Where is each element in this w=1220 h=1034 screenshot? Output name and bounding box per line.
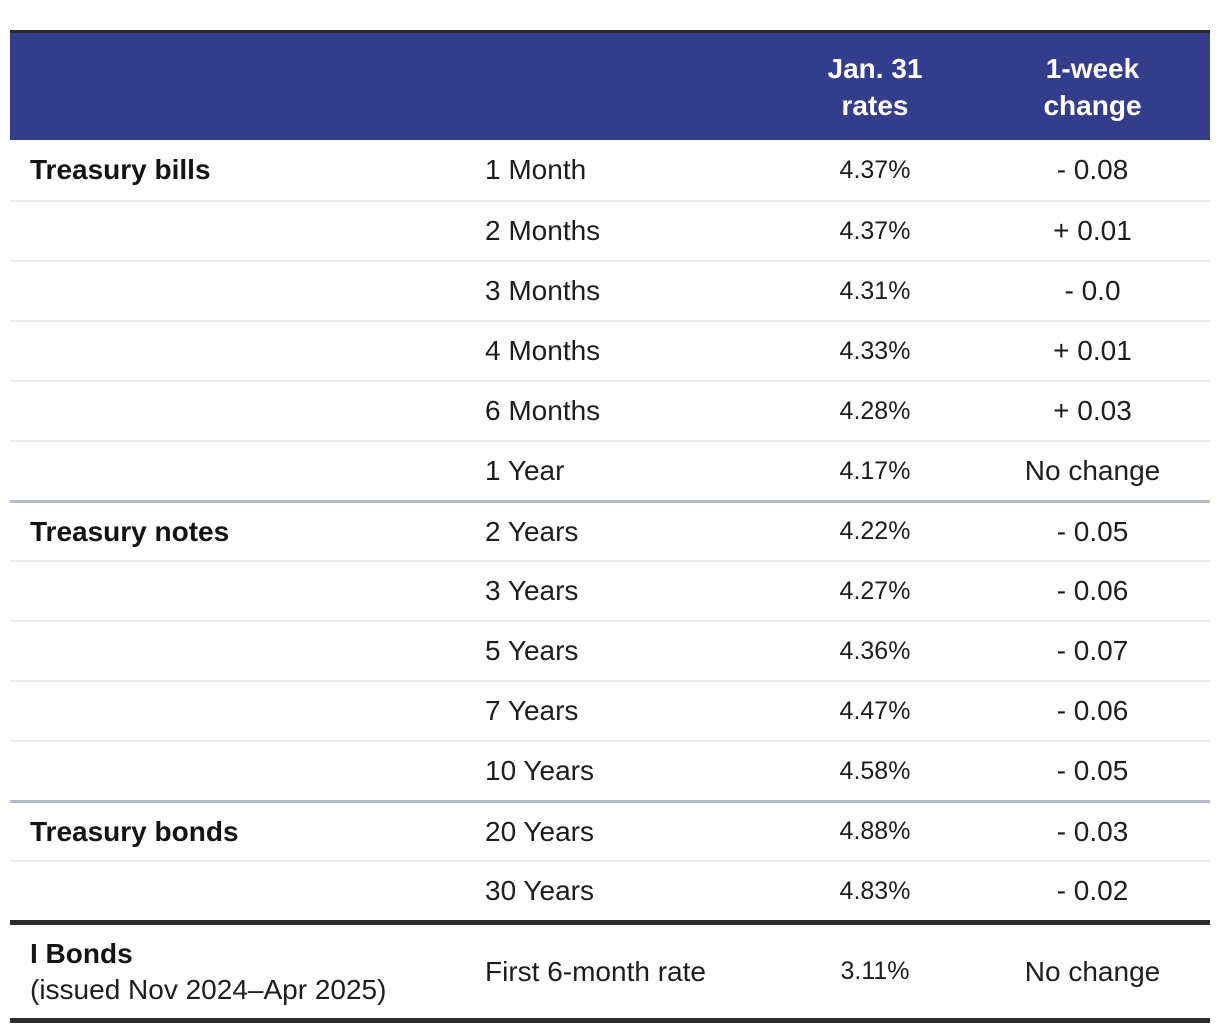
group-cell: Treasury bills <box>10 152 460 188</box>
rate-cell: 4.27% <box>839 576 911 605</box>
change-cell: No change <box>1024 455 1161 486</box>
section-label: Treasury bills <box>30 154 211 185</box>
header-spacer-group <box>10 33 460 140</box>
rate-cell: 4.58% <box>839 756 911 785</box>
rate-cell: 4.17% <box>839 456 911 485</box>
rate-cell: 4.31% <box>839 276 911 305</box>
rate-cell: 4.37% <box>839 216 911 245</box>
section-sublabel: (issued Nov 2024–Apr 2025) <box>30 973 387 1005</box>
table-row: 10 Years 4.58% - 0.05 <box>10 740 1210 800</box>
change-cell: - 0.02 <box>1056 875 1129 906</box>
header-spacer-term <box>460 33 775 140</box>
table-row: Treasury bonds 20 Years 4.88% - 0.03 <box>10 800 1210 860</box>
header-change-line1: 1-week <box>1045 52 1140 84</box>
rate-cell: 4.36% <box>839 636 911 665</box>
change-cell: - 0.06 <box>1056 695 1129 726</box>
change-cell: - 0.05 <box>1056 515 1129 547</box>
header-rates-line1: Jan. 31 <box>827 52 923 84</box>
header-rates-column: Jan. 31 rates <box>775 33 975 140</box>
table-row: 3 Years 4.27% - 0.06 <box>10 560 1210 620</box>
rate-cell: 4.88% <box>839 817 911 845</box>
change-cell: No change <box>1024 955 1161 987</box>
term-cell: 2 Months <box>485 215 601 246</box>
table-row: 2 Months 4.37% + 0.01 <box>10 200 1210 260</box>
table-row: I Bonds (issued Nov 2024–Apr 2025) First 6… <box>10 920 1210 1018</box>
rates-table: Jan. 31 rates 1-week change Treasury bil… <box>10 30 1210 1023</box>
header-change-line2: change <box>1043 89 1142 121</box>
group-cell: Treasury notes <box>10 514 460 550</box>
term-cell: 2 Years <box>485 515 579 547</box>
term-cell: 3 Months <box>485 275 601 306</box>
section-label: I Bonds <box>30 937 133 969</box>
term-cell: 7 Years <box>485 695 579 726</box>
change-cell: + 0.03 <box>1053 395 1132 426</box>
table-header: Jan. 31 rates 1-week change <box>10 30 1210 140</box>
header-change-column: 1-week change <box>975 33 1210 140</box>
table-row: 30 Years 4.83% - 0.02 <box>10 860 1210 920</box>
term-cell: 20 Years <box>485 815 594 847</box>
rate-cell: 3.11% <box>840 957 910 985</box>
rate-cell: 4.37% <box>839 155 911 184</box>
term-cell: 1 Month <box>485 154 587 185</box>
rate-cell: 4.28% <box>839 396 911 425</box>
change-cell: + 0.01 <box>1053 215 1132 246</box>
change-cell: - 0.08 <box>1056 154 1129 185</box>
table-row: 1 Year 4.17% No change <box>10 440 1210 500</box>
rate-cell: 4.33% <box>839 336 911 365</box>
change-cell: + 0.01 <box>1053 335 1132 366</box>
term-cell: 1 Year <box>485 455 565 486</box>
table-row: Treasury bills 1 Month 4.37% - 0.08 <box>10 140 1210 200</box>
table-row: 6 Months 4.28% + 0.03 <box>10 380 1210 440</box>
term-cell: 5 Years <box>485 635 579 666</box>
change-cell: - 0.07 <box>1056 635 1129 666</box>
table-row: 5 Years 4.36% - 0.07 <box>10 620 1210 680</box>
table-row: 3 Months 4.31% - 0.0 <box>10 260 1210 320</box>
term-cell: 4 Months <box>485 335 601 366</box>
section-label: Treasury notes <box>30 515 230 547</box>
rate-cell: 4.83% <box>839 876 911 905</box>
term-cell: 30 Years <box>485 875 594 906</box>
term-cell: 10 Years <box>485 755 594 786</box>
table-row: 4 Months 4.33% + 0.01 <box>10 320 1210 380</box>
rate-cell: 4.22% <box>839 517 911 545</box>
rate-cell: 4.47% <box>839 696 911 725</box>
group-cell: I Bonds (issued Nov 2024–Apr 2025) <box>10 936 460 1008</box>
table-row: Treasury notes 2 Years 4.22% - 0.05 <box>10 500 1210 560</box>
term-cell: First 6-month rate <box>485 955 706 987</box>
table-body: Treasury bills 1 Month 4.37% - 0.08 2 Months… <box>10 140 1210 1018</box>
change-cell: - 0.06 <box>1056 575 1129 606</box>
header-rates-line2: rates <box>841 89 909 121</box>
section-label: Treasury bonds <box>30 815 239 847</box>
term-cell: 3 Years <box>485 575 579 606</box>
group-cell: Treasury bonds <box>10 814 460 850</box>
term-cell: 6 Months <box>485 395 601 426</box>
table-row: 7 Years 4.47% - 0.06 <box>10 680 1210 740</box>
change-cell: - 0.0 <box>1064 275 1121 306</box>
change-cell: - 0.03 <box>1056 815 1129 847</box>
change-cell: - 0.05 <box>1056 755 1129 786</box>
